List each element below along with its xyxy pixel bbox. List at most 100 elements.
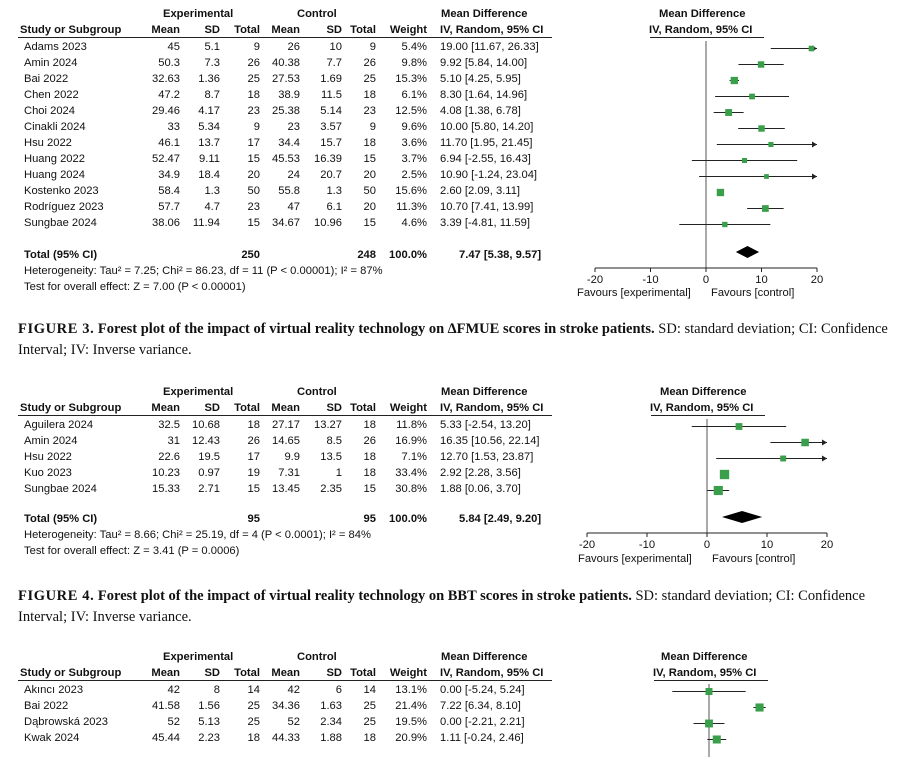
effect-square [780,455,787,462]
ctl-mean: 47 [287,201,300,213]
ci-arrow [812,141,817,148]
exp-sd: 9.11 [199,153,220,165]
exp-total: 20 [247,169,260,181]
exp-total: 15 [247,217,260,229]
x-tick-label: -10 [639,539,655,551]
plot-subtitle: IV, Random, 95% CI [653,667,757,679]
x-tick-label: 20 [821,539,833,551]
ctl-sd: 20.7 [320,169,342,181]
x-tick-label: -20 [579,539,595,551]
ctl-mean: 26 [287,41,300,53]
exp-mean: 46.1 [158,137,180,149]
exp-sd: 1.36 [198,73,220,85]
x-tick-label: 10 [755,274,767,286]
effect-square [808,45,815,52]
ctl-mean: 13.45 [272,483,300,495]
ctl-mean: 24 [287,169,300,181]
md-ci: 10.90 [-1.24, 23.04] [440,169,538,181]
ctl-mean: 52 [287,716,300,728]
figure-title: Forest plot of the impact of virtual rea… [97,588,632,604]
weight: 33.4% [395,467,427,479]
exp-mean: 45 [167,41,180,53]
plot-header-rule [650,37,764,38]
favours-experimental-label: Favours [experimental] [577,287,691,299]
exp-sd: 8 [213,684,220,696]
weight: 19.5% [395,716,427,728]
exp-total-header: Total [234,24,260,36]
effect-square [768,141,774,148]
exp-mean: 29.46 [152,105,180,117]
effect-square [749,93,755,100]
overall-effect-text: Test for overall effect: Z = 3.41 (P = 0… [24,545,240,557]
favours-experimental-label: Favours [experimental] [578,553,692,565]
exp-mean-header: Mean [151,667,180,679]
md-ci: 1.88 [0.06, 3.70] [440,483,521,495]
overall-effect-text: Test for overall effect: Z = 7.00 (P < 0… [24,281,246,293]
effect-square [762,205,769,212]
ctl-total: 14 [363,684,376,696]
md-ci: 8.30 [1.64, 14.96] [440,89,528,101]
ctl-mean: 25.38 [272,105,300,117]
ctl-total: 20 [363,169,376,181]
ctl-sd: 13.5 [320,451,342,463]
forest-plot-partial: Experimental Control Mean Difference Mea… [0,650,902,757]
exp-total: 23 [247,105,260,117]
ctl-mean-header: Mean [271,24,300,36]
figure-title: Forest plot of the impact of virtual rea… [97,321,655,337]
study-name: Aguilera 2024 [24,419,94,431]
exp-sd-header: SD [204,402,220,414]
exp-total: 23 [247,201,260,213]
ctl-total: 18 [363,137,376,149]
ctl-total: 9 [369,121,376,133]
exp-sd: 2.23 [198,732,220,744]
ctl-total: 23 [363,105,376,117]
ctl-mean: 44.33 [272,732,300,744]
forest-plot-fmue: Experimental Control Mean Difference Mea… [0,0,902,300]
heterogeneity-text: Heterogeneity: Tau² = 7.25; Chi² = 86.23… [24,265,383,277]
effect-square [741,157,748,164]
x-tick-label: 0 [704,539,710,551]
effect-square [764,174,769,179]
weight: 7.1% [401,451,428,463]
total-md-ci: 5.84 [2.49, 9.20] [459,513,542,525]
exp-mean: 50.3 [158,57,180,69]
study-name: Kwak 2024 [24,732,80,744]
md-ci: 16.35 [10.56, 22.14] [440,435,540,447]
exp-total: 15 [247,483,260,495]
ctl-sd: 2.34 [320,716,342,728]
total-exp: 95 [247,513,260,525]
study-name: Hsu 2022 [24,137,72,149]
exp-mean: 32.63 [152,73,180,85]
effect-square [716,188,725,197]
header-rule [18,415,552,416]
effect-square [712,735,721,744]
ctl-mean: 27.53 [272,73,300,85]
md-ci-header: IV, Random, 95% CI [440,402,544,414]
ctl-sd: 1.88 [320,732,342,744]
ctl-sd: 13.27 [314,419,342,431]
total-label: Total (95% CI) [24,513,98,525]
forest-plot-3 [672,684,766,757]
exp-total: 18 [247,419,260,431]
header-rule [18,37,552,38]
study-name: Huang 2022 [24,153,85,165]
figure-4-caption: FIGURE 4. Forest plot of the impact of v… [18,586,888,628]
md-group-header: Mean Difference [441,386,528,398]
exp-mean: 31 [167,435,180,447]
md-ci: 3.39 [-4.81, 11.59] [440,217,530,229]
study-name: Bai 2022 [24,700,69,712]
md-ci: 11.70 [1.95, 21.45] [440,137,533,149]
ctl-sd: 1 [335,467,342,479]
study-name: Amin 2024 [24,57,78,69]
exp-total: 25 [247,73,260,85]
ctl-mean: 34.67 [272,217,300,229]
effect-square [730,76,738,85]
ctl-total: 20 [363,201,376,213]
study-name: Adams 2023 [24,41,87,53]
ci-arrow [822,455,827,462]
pooled-diamond [721,511,763,523]
exp-sd-header: SD [204,24,220,36]
ctl-total: 18 [363,467,376,479]
study-name: Akıncı 2023 [24,684,84,696]
exp-mean: 22.6 [158,451,180,463]
